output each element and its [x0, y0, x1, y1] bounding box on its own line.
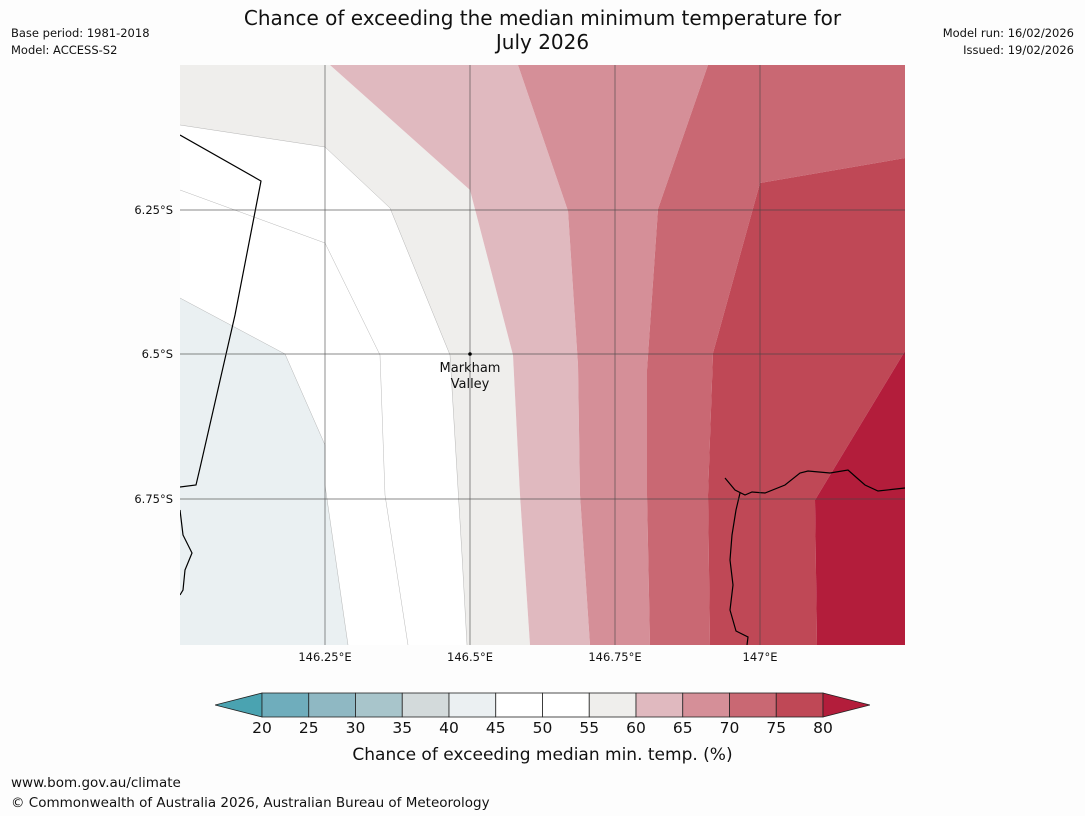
place-name-line-2: Valley	[451, 377, 490, 392]
chart-title: Chance of exceeding the median minimum t…	[0, 6, 1085, 54]
lon-label-146-75: 146.75°E	[588, 650, 642, 664]
colorbar-tick-20: 20	[252, 719, 272, 737]
colorbar-tick-40: 40	[439, 719, 459, 737]
location-marker	[468, 352, 472, 356]
band-75-80	[708, 158, 905, 645]
place-name-line-1: Markham	[440, 361, 501, 376]
colorbar-segment-40-45	[448, 692, 497, 718]
footer-url: www.bom.gov.au/climate	[11, 775, 181, 791]
colorbar-above-max	[822, 692, 870, 718]
band-65-70	[518, 65, 708, 645]
title-line-1: Chance of exceeding the median minimum t…	[243, 6, 842, 30]
colorbar-segment-30-35	[355, 692, 403, 718]
meta-right: Model run: 16/02/2026 Issued: 19/02/2026	[943, 25, 1074, 59]
colorbar-tick-55: 55	[579, 719, 600, 737]
colorbar-tick-25: 25	[298, 719, 319, 737]
colorbar-tick-60: 60	[626, 719, 646, 737]
lon-label-146-25: 146.25°E	[298, 650, 352, 664]
colorbar-tick-65: 65	[672, 719, 693, 737]
colorbar	[215, 692, 870, 718]
band-above-80	[815, 351, 905, 645]
colorbar-segment-75-80	[775, 692, 824, 718]
colorbar-tick-45: 45	[485, 719, 506, 737]
model-name: Model: ACCESS-S2	[11, 43, 118, 57]
lon-label-147: 147°E	[742, 650, 778, 664]
lat-label-6-75: 6.75°S	[134, 492, 173, 506]
base-period: Base period: 1981-2018	[11, 26, 150, 40]
coastline	[180, 134, 905, 645]
colorbar-segment-45-50	[495, 692, 543, 718]
band-40-45	[180, 298, 348, 645]
colorbar-segment-25-30	[308, 692, 356, 718]
colorbar-segment-65-70	[682, 692, 730, 718]
lat-label-6-25: 6.25°S	[134, 203, 173, 217]
colorbar-tick-70: 70	[719, 719, 740, 737]
meta-left: Base period: 1981-2018 Model: ACCESS-S2	[11, 25, 150, 59]
lon-label-146-5: 146.5°E	[447, 650, 493, 664]
issued-date: Issued: 19/02/2026	[963, 43, 1074, 57]
colorbar-segment-20-25	[261, 692, 310, 718]
colorbar-segment-70-75	[729, 692, 777, 718]
model-run: Model run: 16/02/2026	[942, 26, 1074, 40]
footer-copyright: © Commonwealth of Australia 2026, Austra…	[11, 795, 490, 811]
colorbar-segment-35-40	[401, 692, 450, 718]
colorbar-tick-50: 50	[532, 719, 553, 737]
colorbar-tick-30: 30	[345, 719, 366, 737]
title-line-2: July 2026	[495, 30, 590, 54]
colorbar-label: Chance of exceeding median min. temp. (%…	[352, 745, 733, 765]
colorbar-tick-75: 75	[766, 719, 787, 737]
colorbar-tick-80: 80	[813, 719, 833, 737]
forecast-map: Markham Valley	[180, 65, 905, 645]
colorbar-below-min	[215, 692, 263, 718]
lat-label-6-5: 6.5°S	[141, 347, 173, 361]
colorbar-segment-60-65	[635, 692, 684, 718]
colorbar-segment-55-60	[588, 692, 637, 718]
colorbar-segment-50-55	[542, 692, 590, 718]
colorbar-tick-35: 35	[392, 719, 413, 737]
